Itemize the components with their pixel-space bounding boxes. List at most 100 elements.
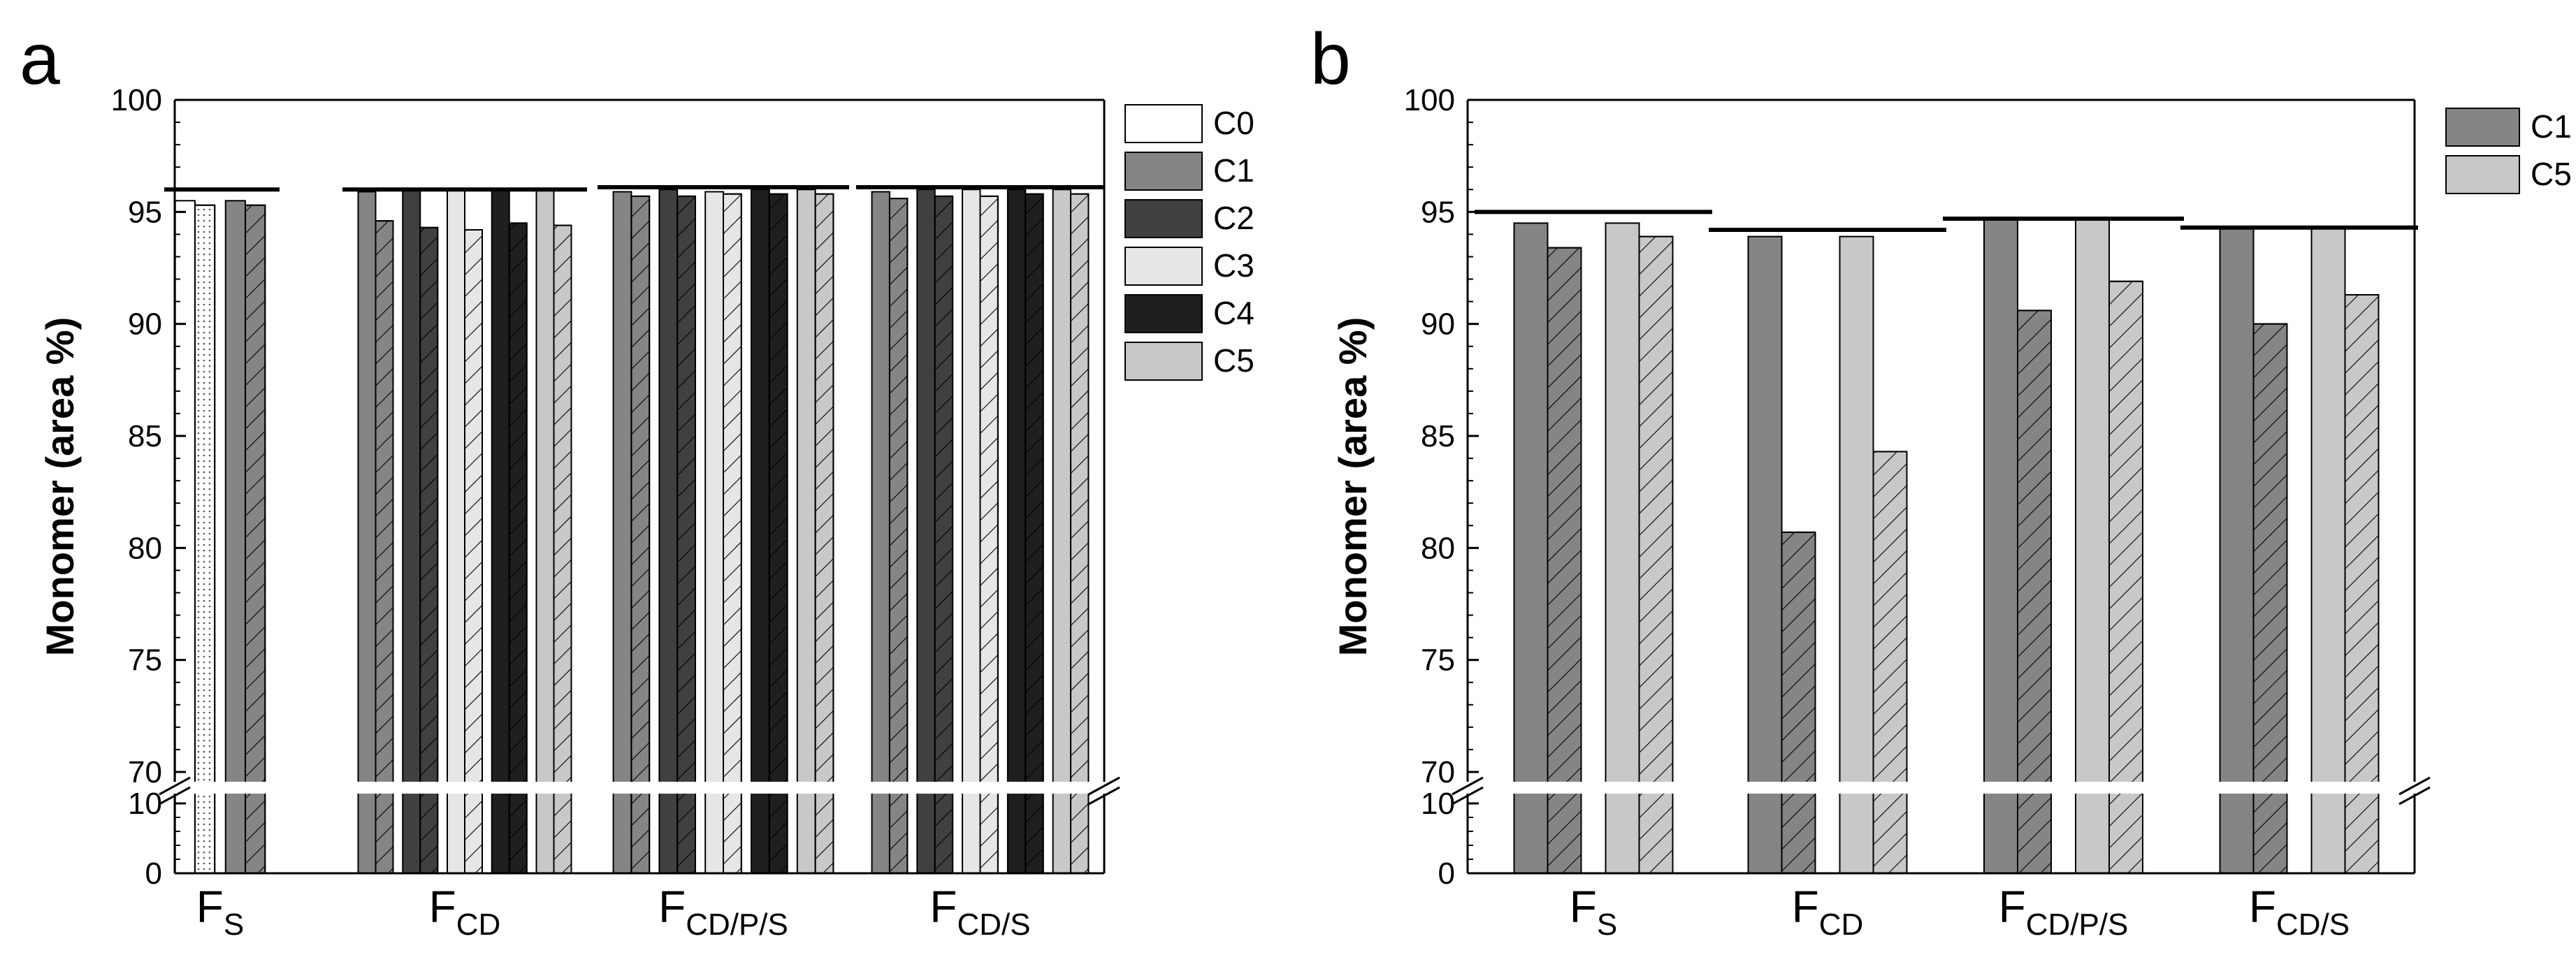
legend-label: C3 — [1213, 247, 1254, 284]
bar-c3-solid — [962, 189, 981, 874]
axis-break-mark — [1088, 786, 1120, 805]
legend-swatch-c0 — [1124, 104, 1203, 143]
legend-swatch-c1 — [1124, 152, 1203, 191]
legend-label: C5 — [2531, 156, 2572, 192]
x-tick-label: FCD/S — [2249, 882, 2350, 942]
y-tick-label: 10 — [1421, 787, 1455, 821]
legend-label: C4 — [1213, 295, 1254, 331]
bar-hatch-overlay — [2108, 280, 2143, 874]
bar-hatch-overlay — [768, 193, 788, 874]
panel-label: a — [20, 19, 60, 100]
bar-c2-solid — [658, 189, 679, 874]
y-axis-label: Monomer (area %) — [1331, 317, 1375, 656]
bar-c5-solid — [2075, 217, 2110, 875]
y-tick-label: 80 — [128, 531, 162, 565]
axis-break-mark — [2398, 786, 2431, 805]
bar-hatch-overlay — [553, 224, 572, 875]
y-tick-label: 75 — [1421, 643, 1455, 678]
x-tick-label: FS — [1570, 882, 1617, 942]
y-tick-label: 100 — [1404, 83, 1455, 117]
bar-hatch-overlay — [814, 193, 834, 874]
axis-break-mark — [1088, 776, 1120, 796]
bar-hatch-overlay — [508, 222, 528, 875]
axis-break-mark — [159, 786, 191, 805]
bar-c1-solid — [357, 191, 377, 874]
y-tick-label: 75 — [128, 643, 162, 678]
bar-hatch-overlay — [979, 195, 999, 874]
bar-c1-solid — [1513, 222, 1549, 875]
bar-hatch-overlay — [934, 195, 954, 874]
bar-hatch-overlay — [1872, 451, 1908, 874]
axis-break-mark — [159, 776, 191, 796]
bar-hatch-overlay — [630, 195, 651, 874]
bar-hatch-overlay — [1547, 247, 1582, 874]
legend-swatch-c5 — [2445, 155, 2520, 194]
legend-label: C2 — [1213, 200, 1254, 236]
y-tick-label: 100 — [111, 83, 162, 117]
bar-c1-solid — [1747, 235, 1783, 874]
bar-hatch-overlay — [419, 226, 439, 874]
x-tick-label: FCD/P/S — [658, 882, 788, 942]
bar-c2-solid — [916, 189, 936, 874]
y-tick-label: 80 — [1421, 531, 1455, 565]
y-tick-label: 0 — [1438, 856, 1455, 891]
bar-hatch-overlay — [2017, 309, 2052, 874]
bar-hatch-overlay — [2252, 323, 2288, 874]
y-tick-label: 90 — [1421, 307, 1455, 342]
y-axis-label: Monomer (area %) — [38, 317, 82, 656]
y-tick-label: 85 — [128, 419, 162, 453]
bar-c5-solid — [1839, 235, 1874, 874]
bar-c2-solid — [402, 189, 421, 874]
bar-hatch-overlay — [723, 193, 742, 874]
bar-hatch-overlay — [888, 198, 909, 874]
axis-break-mark — [1452, 776, 1484, 796]
bar-c3-solid — [447, 189, 465, 874]
bar-hatch-overlay — [1638, 235, 1674, 874]
bar-hatch-overlay — [1781, 531, 1816, 874]
legend-swatch-c1 — [2445, 108, 2520, 147]
bar-hatch-overlay — [464, 228, 483, 874]
bar-c1-solid — [224, 200, 247, 874]
bar-c1-solid — [612, 191, 632, 874]
y-tick-label: 10 — [128, 787, 162, 821]
bar-c5-solid — [796, 189, 816, 874]
y-tick-label: 95 — [128, 195, 162, 229]
axis-break-band — [159, 782, 1120, 794]
panel-label: b — [1310, 19, 1351, 100]
bar-hatch-overlay — [1070, 193, 1090, 874]
legend-swatch-c5 — [1124, 342, 1203, 381]
axis-break-mark — [2398, 776, 2431, 796]
x-tick-label: FCD — [1792, 882, 1864, 942]
legend-swatch-c3 — [1124, 247, 1203, 286]
legend-swatch-c2 — [1124, 199, 1203, 238]
bar-c4-solid — [491, 189, 510, 874]
bar-hatch-overlay — [676, 195, 696, 874]
legend-label: C5 — [1213, 342, 1254, 379]
bar-c1-solid — [2219, 226, 2255, 874]
bar-c5-solid — [1052, 189, 1072, 874]
y-tick-label: 85 — [1421, 419, 1455, 453]
x-tick-label: FCD — [429, 882, 501, 942]
x-tick-label: FCD/P/S — [1999, 882, 2129, 942]
axis-break-band — [1452, 782, 2430, 794]
bar-c3-solid — [704, 191, 724, 874]
bar-c4-solid — [1006, 189, 1027, 874]
y-tick-label: 0 — [145, 856, 162, 891]
legend-label: C1 — [1213, 152, 1254, 189]
bar-hatch-overlay — [1025, 193, 1044, 874]
bar-hatch-overlay — [194, 204, 216, 875]
bar-c5-solid — [2310, 226, 2346, 874]
bar-c4-solid — [751, 189, 770, 874]
bar-c1-solid — [871, 191, 890, 874]
bar-hatch-overlay — [2344, 293, 2380, 875]
bar-hatch-overlay — [375, 220, 394, 875]
bar-c5-solid — [1605, 222, 1640, 875]
y-tick-label: 70 — [1421, 755, 1455, 789]
y-tick-label: 95 — [1421, 195, 1455, 229]
bar-hatch-overlay — [245, 204, 266, 875]
y-tick-label: 70 — [128, 755, 162, 789]
legend-label: C1 — [2531, 108, 2572, 145]
bar-c5-solid — [535, 189, 555, 874]
